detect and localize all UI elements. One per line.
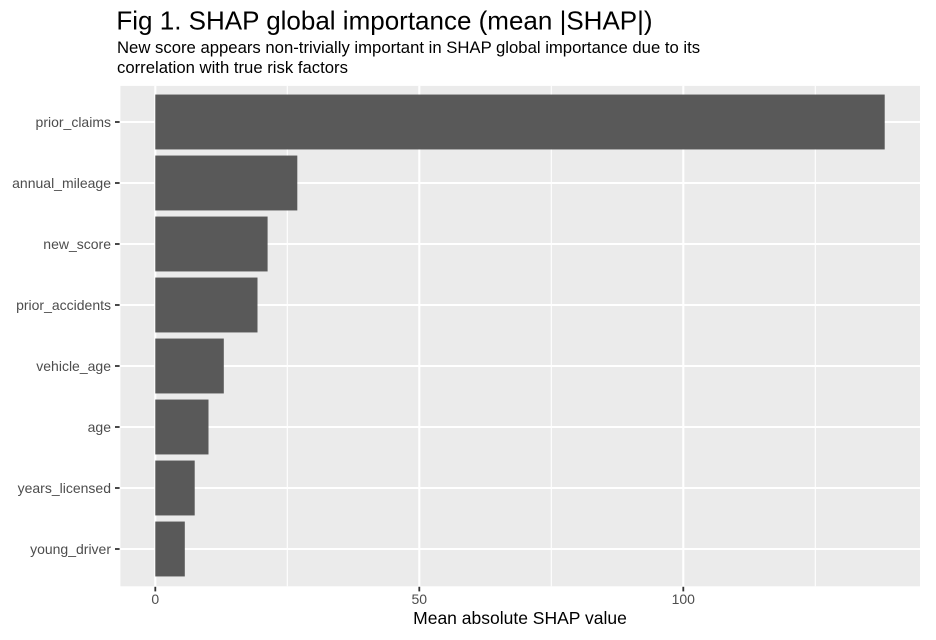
svg-text:Mean absolute SHAP value: Mean absolute SHAP value [413, 608, 627, 628]
svg-text:New score appears non-triviall: New score appears non-trivially importan… [117, 38, 700, 57]
svg-text:Fig 1. SHAP global importance: Fig 1. SHAP global importance (mean |SHA… [116, 6, 652, 36]
svg-text:0: 0 [151, 591, 159, 607]
svg-text:years_licensed: years_licensed [18, 480, 111, 496]
svg-text:young_driver: young_driver [30, 541, 111, 557]
svg-text:prior_accidents: prior_accidents [16, 297, 111, 313]
svg-text:new_score: new_score [43, 236, 111, 252]
svg-text:annual_mileage: annual_mileage [12, 175, 111, 191]
svg-text:50: 50 [412, 591, 428, 607]
svg-text:age: age [88, 419, 112, 435]
svg-text:100: 100 [672, 591, 696, 607]
svg-text:correlation with true risk fac: correlation with true risk factors [117, 58, 348, 77]
svg-text:vehicle_age: vehicle_age [36, 358, 111, 374]
svg-text:prior_claims: prior_claims [36, 114, 111, 130]
